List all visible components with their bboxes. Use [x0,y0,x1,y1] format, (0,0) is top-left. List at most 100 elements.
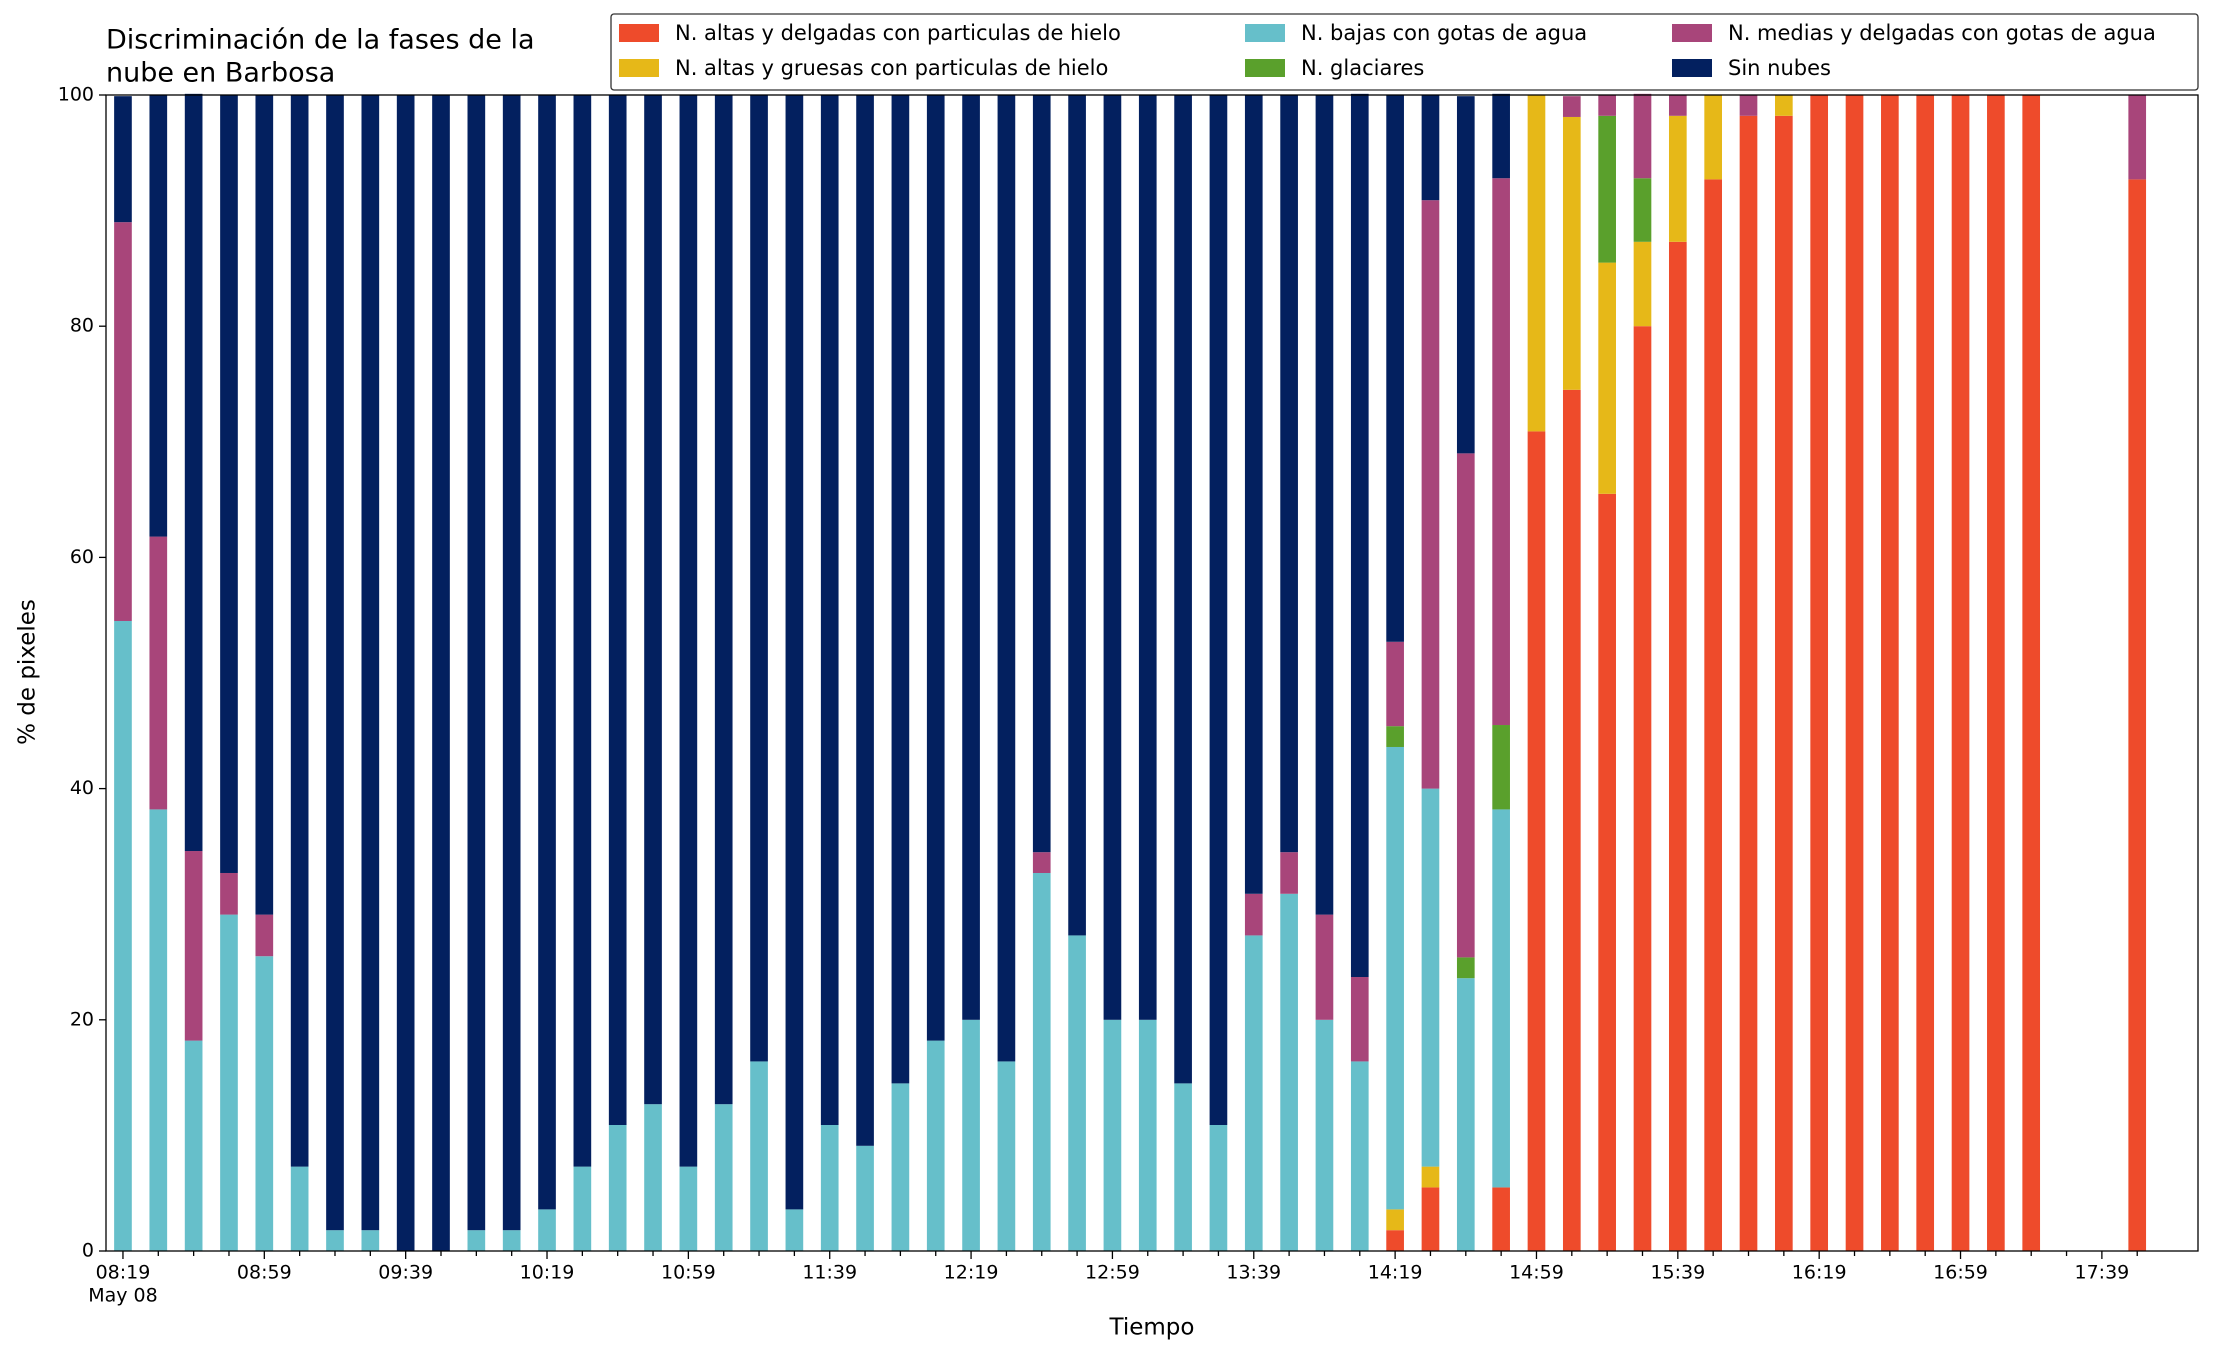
bar-segment [1704,179,1722,1252]
x-tick-label: 08:19 [96,1262,151,1284]
bar-segment [1068,935,1086,1251]
bar-segment [1704,95,1722,180]
chart-title: Discriminación de la fases de la [106,25,535,56]
bar-segment [1562,116,1581,390]
bar-segment [962,95,980,1020]
bar-segment [1492,93,1510,179]
x-tick-label: 15:39 [1650,1262,1705,1284]
bar-segment [290,1166,309,1251]
x-tick-label: 14:19 [1368,1262,1423,1284]
bar-segment [149,536,168,810]
bar-segment [114,96,132,223]
bar-segment [926,95,945,1041]
bar-segment [1032,852,1051,873]
bar-segment [1280,893,1298,1251]
y-tick-label: 40 [70,777,94,799]
bar-segment [1315,914,1334,1020]
bar-segment [538,1209,556,1251]
bar-segment [1386,641,1404,727]
bar-segment [644,95,662,1105]
x-tick-label: 09:39 [378,1262,433,1284]
bar-segment [997,95,1016,1062]
bar-segment [1739,95,1758,116]
bar-segment [820,1124,839,1251]
bar-segment [1598,115,1616,263]
bar-segment [1244,893,1263,936]
bar-segment [1633,93,1652,179]
y-tick-label: 80 [70,315,94,337]
bar-segment [1456,957,1475,979]
legend-swatch [1672,59,1712,77]
bar-segment [1421,1166,1440,1188]
bar-segment [1386,95,1404,642]
bar-segment [1421,788,1440,1167]
bar-segment [1951,95,1970,1251]
bar-segment [1032,872,1051,1251]
plot-frame [105,94,2199,1252]
bar-segment [1456,978,1475,1251]
bar-segment [467,95,486,1231]
bar-segment [1492,1187,1510,1251]
bar-segment [114,620,132,1251]
bar-segment [1244,95,1263,894]
bar-segment [573,1166,592,1251]
bar-segment [220,914,238,1251]
bar-segment [1598,493,1616,1251]
bar-segment [2022,95,2041,1251]
bar-segment [1633,178,1652,242]
bar-segment [1209,95,1228,1125]
y-tick-label: 60 [70,546,94,568]
y-tick-label: 20 [70,1008,94,1030]
bar-segment [1775,95,1793,116]
bar-segment [1350,1061,1369,1251]
bar-segment [149,809,168,1251]
bar-segment [255,914,274,957]
bar-segment [114,222,132,621]
bar-segment [785,95,804,1210]
bar-segment [1668,241,1687,1251]
bar-segment [1527,431,1546,1251]
bar-segment [820,95,839,1125]
bar-segment [1739,115,1758,1252]
bar-segment [1633,241,1652,327]
x-tick-label: 11:39 [802,1262,857,1284]
legend-swatch [1672,24,1712,42]
legend-label: N. medias y delgadas con gotas de agua [1728,21,2156,45]
bar-segment [220,95,238,873]
bar-segment [997,1061,1016,1251]
bar-segment [1103,95,1122,1020]
bar-segment [361,1230,380,1251]
legend-swatch [1245,24,1285,42]
bar-segment [1174,1083,1192,1251]
bar-segment [1280,95,1298,853]
bar-segment [1386,726,1404,747]
bar-segment [326,1230,344,1251]
bar-segment [1315,1019,1334,1251]
bar-segment [1068,95,1086,936]
y-tick-label: 0 [82,1240,94,1262]
bar-segment [1668,95,1687,116]
x-tick-label: 16:19 [1792,1262,1847,1284]
bar-segment [467,1230,486,1251]
bar-segment [1492,725,1510,810]
legend-swatch [619,59,659,77]
y-axis-label: % de pixeles [15,599,41,745]
bar-segment [962,1019,980,1251]
bar-segment [1138,1019,1157,1251]
bar-segment [502,1230,521,1251]
bar-segment [1103,1019,1122,1251]
bar-segment [856,95,874,1146]
bar-segment [1280,852,1298,894]
bar-segment [608,1124,627,1251]
bar-segment [1209,1124,1228,1251]
bar-segment [750,1061,768,1251]
bar-segment [1492,178,1510,726]
bar-segment [926,1040,945,1251]
bar-segment [220,872,238,915]
bar-segment [255,956,274,1251]
bar-segment [714,1104,733,1251]
bar-segment [1916,95,1935,1251]
bar-segment [1987,95,2005,1251]
x-tick-sublabel: May 08 [88,1285,158,1307]
